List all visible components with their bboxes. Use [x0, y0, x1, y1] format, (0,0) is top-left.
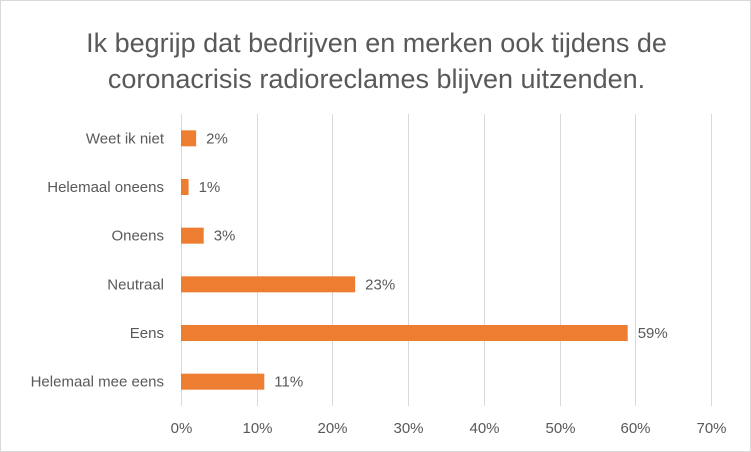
chart-title-line-1: Ik begrijp dat bedrijven en merken ook t… — [86, 28, 667, 58]
bar-helemaal-mee-eens — [181, 373, 265, 390]
x-tick-label-70: 70% — [696, 420, 726, 437]
category-label-weet-ik-niet: Weet ik niet — [86, 130, 165, 147]
x-tick-label-0: 0% — [171, 420, 193, 437]
bar-neutraal — [181, 276, 356, 293]
x-tick-label-50: 50% — [545, 420, 575, 437]
chart-title: Ik begrijp dat bedrijven en merken ook t… — [1, 25, 751, 97]
data-label-helemaal-mee-eens: 11% — [274, 374, 303, 391]
category-label-helemaal-mee-eens: Helemaal mee eens — [31, 374, 164, 391]
x-tick-label-20: 20% — [317, 420, 347, 437]
data-label-weet-ik-niet: 2% — [206, 130, 228, 147]
bar-weet-ik-niet — [181, 130, 197, 147]
x-tick-label-40: 40% — [469, 420, 499, 437]
data-label-neutraal: 23% — [365, 276, 395, 293]
data-label-helemaal-oneens: 1% — [199, 179, 221, 196]
x-tick-label-30: 30% — [393, 420, 423, 437]
x-tick-label-60: 60% — [620, 420, 650, 437]
chart-title-line-2: coronacrisis radioreclames blijven uitze… — [107, 64, 646, 94]
category-label-helemaal-oneens: Helemaal oneens — [47, 179, 164, 196]
bar-helemaal-oneens — [181, 179, 189, 195]
category-label-eens: Eens — [130, 325, 164, 342]
category-label-oneens: Oneens — [111, 228, 164, 245]
bar-oneens — [181, 227, 204, 244]
data-label-oneens: 3% — [214, 228, 236, 245]
category-label-neutraal: Neutraal — [107, 276, 164, 293]
bar-eens — [181, 325, 628, 341]
data-label-eens: 59% — [638, 325, 668, 342]
x-tick-label-10: 10% — [242, 420, 272, 437]
